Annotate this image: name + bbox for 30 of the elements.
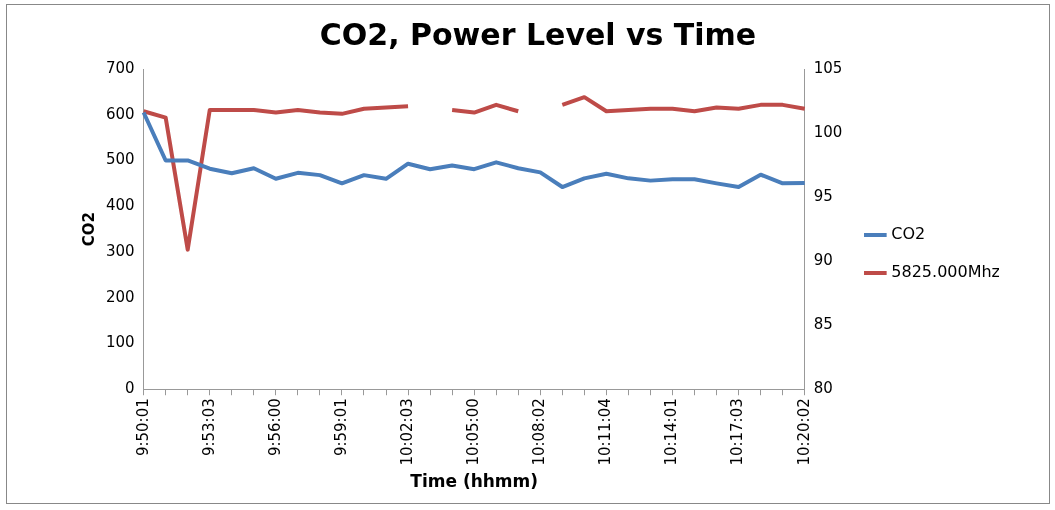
chart-title: CO2, Power Level vs Time [319,16,757,52]
y-tick-label: 400 [105,196,135,215]
x-tick-label: 10:02:03 [397,398,416,466]
x-tick-label: 10:14:01 [662,398,681,466]
x-tick-label: 10:17:03 [728,398,747,466]
y2-tick-label: 105 [813,58,843,77]
y2-tick-label: 85 [813,315,833,334]
x-tick-label: 10:08:02 [530,398,549,466]
x-axis-title: Time (hhmm) [410,471,539,492]
x-tick-label: 9:53:03 [199,398,218,457]
y-tick-label: 200 [105,287,135,306]
legend-label: 5825.000Mhz [891,262,1001,282]
y2-tick-label: 90 [813,251,833,270]
y-tick-label: 0 [125,379,135,398]
x-tick-label: 10:05:00 [464,398,483,466]
y2-tick-label: 100 [813,122,843,141]
y2-tick-label: 95 [813,186,833,205]
y-tick-label: 700 [105,58,135,77]
y2-tick-label: 80 [813,379,833,398]
y-axis-title: CO2 [79,212,98,247]
y-tick-label: 500 [105,150,135,169]
x-tick-label: 9:59:01 [331,398,350,457]
y-tick-label: 600 [105,104,135,123]
x-tick-label: 10:20:02 [794,398,813,466]
x-tick-label: 10:11:04 [596,398,615,466]
y-tick-label: 300 [105,241,135,260]
y-tick-label: 100 [105,333,135,352]
x-tick-label: 9:50:01 [133,398,152,457]
legend-label: CO2 [891,224,926,244]
x-tick-label: 9:56:00 [265,398,284,457]
